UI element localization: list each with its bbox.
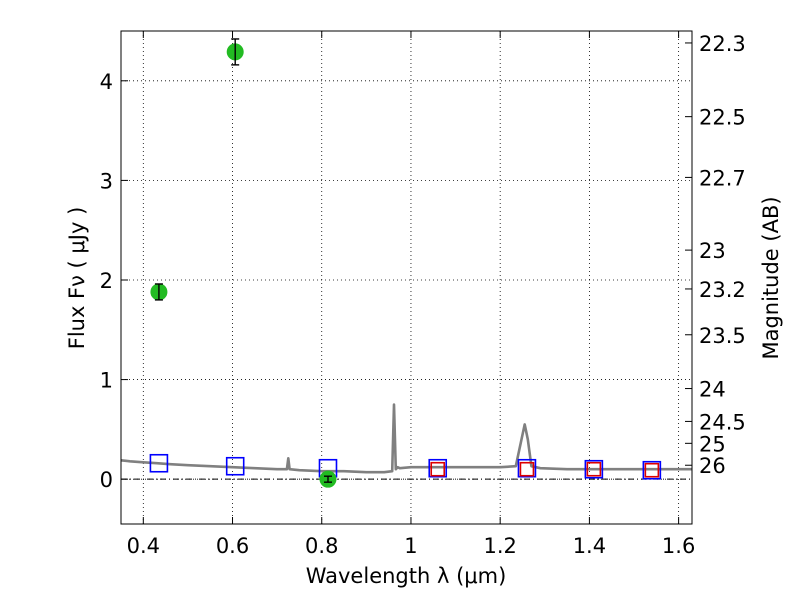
x-tick-label: 0.6 [216,534,249,558]
right-tick-label: 22.7 [699,166,746,190]
marker-layer [149,38,662,488]
x-tick-label: 1 [404,534,417,558]
model_blue-square [517,458,537,478]
model_blue-square [584,459,604,479]
model_red-square [586,461,602,477]
model_blue-square [149,453,169,473]
y-tick-label: 0 [100,468,113,492]
plot-frame [120,30,693,525]
y-tick-label: 2 [100,269,113,293]
right-tick-label: 23 [699,239,726,263]
y-tick-label: 4 [100,70,113,94]
right-tick-label: 24.5 [699,410,746,434]
y-tick-label: 1 [100,369,113,393]
model_blue-square [428,458,448,478]
right-tick-label: 26 [699,454,726,478]
right-tick-label: 23.5 [699,324,746,348]
x-tick-label: 0.8 [305,534,338,558]
right-tick-label: 22.5 [699,106,746,130]
x-tick-label: 1.4 [573,534,606,558]
right-tick-label: 22.3 [699,32,746,56]
grid-layer [121,31,692,524]
model_red-square [430,461,446,477]
model_blue-square [642,460,662,480]
x-tick-label: 0.4 [127,534,160,558]
x-tick-label: 1.2 [483,534,516,558]
model_red-square [644,462,660,478]
right-axis-label: Magnitude (AB) [759,196,783,359]
right-tick-label: 24 [699,378,726,402]
y-tick-label: 3 [100,169,113,193]
x-tick-label: 1.6 [662,534,695,558]
model_red-square [519,461,535,477]
tick-layer: 0.4 0.6 0.8 1 1.2 1.4 1.60123422.322.522.72323… [100,31,746,558]
right-tick-label: 25 [699,432,726,456]
model_blue-square [225,456,245,476]
spectrum-line [120,403,692,474]
x-axis-label: Wavelength λ (μm) [306,564,507,588]
spectrum-layer [120,403,692,474]
y-axis-label: Flux Fν ( μJy ) [65,207,89,350]
right-tick-label: 23.2 [699,278,746,302]
